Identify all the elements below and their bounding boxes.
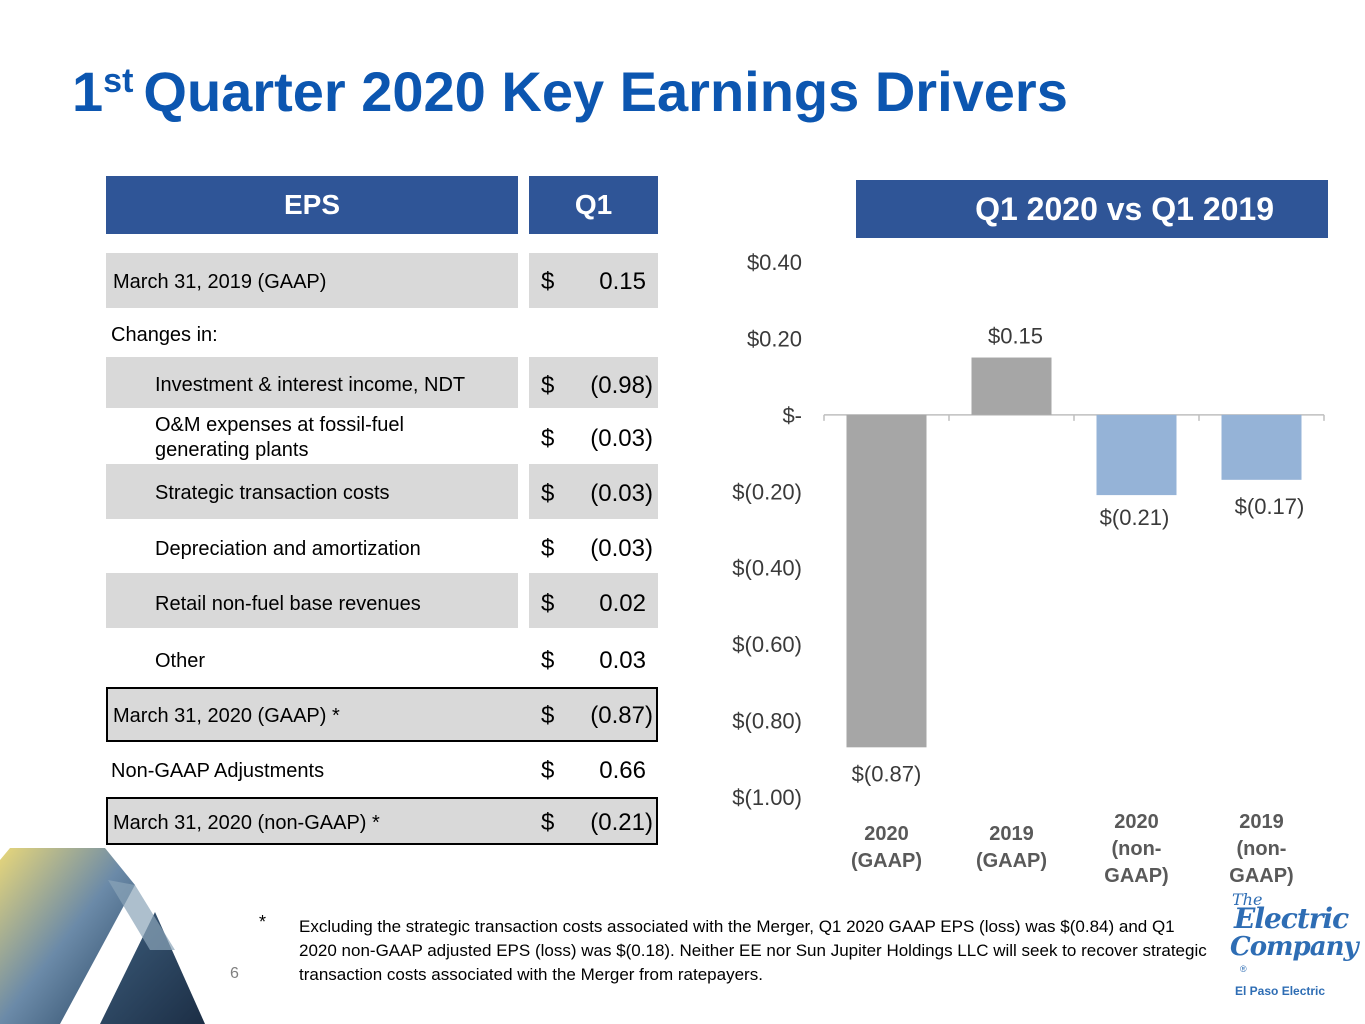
- footnote-text: Excluding the strategic transaction cost…: [299, 917, 1207, 984]
- row-band: [529, 573, 658, 628]
- table-row-value: (0.87): [590, 702, 653, 729]
- category-label-line: (GAAP): [976, 850, 1047, 872]
- table-row-label: March 31, 2019 (GAAP): [113, 271, 327, 293]
- eps-column-header: EPS: [106, 176, 518, 234]
- table-row-label: Other: [155, 650, 206, 672]
- row-band: [106, 253, 518, 308]
- table-row-dollar: $: [541, 425, 555, 452]
- data-label: $(0.21): [1100, 505, 1170, 530]
- table-row-value: 0.02: [599, 590, 646, 617]
- row-band: [529, 357, 658, 408]
- y-tick-label: $0.20: [747, 326, 802, 351]
- category-label: 2019 (non- GAAP): [1229, 811, 1293, 887]
- total-row-box: [106, 687, 658, 742]
- row-band: [106, 464, 518, 519]
- table-row-label: O&M expenses at fossil-fuel generating p…: [155, 414, 404, 461]
- table-row-dollar: $: [541, 480, 555, 507]
- page-title: 1st Quarter 2020 Key Earnings Drivers: [72, 60, 1068, 123]
- row-band: [106, 573, 518, 628]
- el-paso-electric-logo: The Electric Company ® El Paso Electric: [1222, 888, 1359, 1008]
- category-label-line: (non-: [1237, 838, 1287, 860]
- logo-text-electric: Electric: [1234, 902, 1349, 935]
- y-tick-label: $-: [782, 403, 802, 428]
- solar-photo-decoration: [0, 848, 205, 1024]
- table-row-dollar: $: [541, 809, 555, 836]
- table-row-label: Changes in:: [111, 324, 218, 346]
- footnote-marker: *: [259, 912, 267, 932]
- table-row-label: Investment & interest income, NDT: [155, 374, 466, 396]
- table-row-label: March 31, 2020 (GAAP) *: [113, 705, 340, 727]
- page-number: 6: [230, 965, 239, 982]
- table-row-value: 0.15: [599, 268, 646, 295]
- table-row-label: March 31, 2020 (non-GAAP) *: [113, 812, 380, 834]
- category-label-line: GAAP): [1104, 865, 1168, 887]
- category-label-line: 2019: [1239, 811, 1284, 833]
- category-label-line: 2020: [864, 823, 909, 845]
- bar: [1096, 414, 1177, 496]
- y-tick-label: $0.40: [747, 250, 802, 275]
- table-row-value: (0.21): [590, 809, 653, 836]
- table-row-label: Retail non-fuel base revenues: [155, 593, 421, 615]
- photo-x-stroke: [108, 880, 175, 950]
- category-label-line: GAAP): [1229, 865, 1293, 887]
- photo-right-panel: [100, 912, 205, 1024]
- table-row-label: Strategic transaction costs: [155, 482, 390, 504]
- y-tick-label: $(1.00): [732, 785, 802, 810]
- table-row-value: (0.03): [590, 480, 653, 507]
- table-row-value: 0.66: [599, 757, 646, 784]
- y-tick-label: $(0.60): [732, 632, 802, 657]
- table-row-value: (0.98): [590, 372, 653, 399]
- bar: [971, 357, 1052, 415]
- table-row-label: Depreciation and amortization: [155, 538, 421, 560]
- data-label: $0.15: [988, 324, 1043, 349]
- bar: [1221, 414, 1302, 480]
- table-row-dollar: $: [541, 590, 555, 617]
- photo-left-panel: [0, 848, 135, 1024]
- row-band: [529, 464, 658, 519]
- table-row-value: (0.03): [590, 425, 653, 452]
- table-row-dollar: $: [541, 757, 555, 784]
- category-label: 2020 (GAAP): [851, 823, 922, 872]
- row-band: [529, 253, 658, 308]
- category-label-line: 2019: [989, 823, 1034, 845]
- table-row-dollar: $: [541, 535, 555, 562]
- category-label-line: (non-: [1112, 838, 1162, 860]
- earnings-bar-chart: $0.40 $0.20 $- $(0.20) $(0.40) $(0.60) $(0.80)…: [732, 250, 1325, 887]
- q1-column-header: Q1: [529, 176, 658, 234]
- y-tick-label: $(0.20): [732, 479, 802, 504]
- y-tick-label: $(0.40): [732, 556, 802, 581]
- bar: [846, 414, 927, 748]
- logo-text-company: Company: [1230, 932, 1359, 962]
- category-label-line: 2020: [1114, 811, 1159, 833]
- logo-text-the: The: [1232, 890, 1263, 909]
- data-label: $(0.87): [852, 761, 922, 786]
- row-band: [106, 357, 518, 408]
- total-row-box: [106, 797, 658, 845]
- table-row-value: (0.03): [590, 535, 653, 562]
- chart-header: Q1 2020 vs Q1 2019: [856, 180, 1328, 238]
- category-label: 2019 (GAAP): [976, 823, 1047, 872]
- category-label: 2020 (non- GAAP): [1104, 811, 1168, 887]
- y-tick-label: $(0.80): [732, 709, 802, 734]
- table-row-dollar: $: [541, 702, 555, 729]
- category-label-line: (GAAP): [851, 850, 922, 872]
- table-row-label: Non-GAAP Adjustments: [111, 760, 325, 782]
- logo-caption: El Paso Electric: [1235, 984, 1326, 998]
- data-label: $(0.17): [1235, 494, 1305, 519]
- table-row-dollar: $: [541, 268, 555, 295]
- table-row-dollar: $: [541, 372, 555, 399]
- logo-registered-mark: ®: [1240, 964, 1247, 974]
- table-row-dollar: $: [541, 647, 555, 674]
- table-row-value: 0.03: [599, 647, 646, 674]
